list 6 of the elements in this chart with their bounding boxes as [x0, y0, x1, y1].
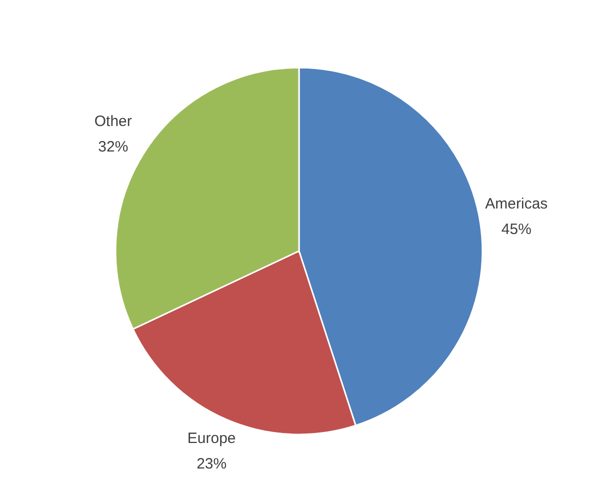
slice-label: Europe	[187, 430, 236, 448]
slice-label: Americas	[485, 196, 548, 213]
data-label: 23%	[196, 456, 227, 473]
data-label: 45%	[501, 221, 532, 238]
slice-label: Other	[94, 112, 132, 130]
data-label: 32%	[98, 138, 128, 156]
